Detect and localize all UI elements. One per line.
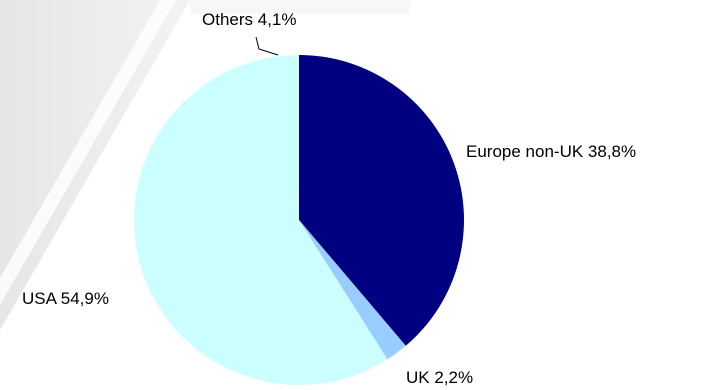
- pie-slices: [133, 55, 465, 386]
- slice-label-uk: UK 2,2%: [406, 368, 473, 387]
- leader-line-others: [255, 36, 279, 56]
- slice-label-others: Others 4,1%: [202, 10, 297, 29]
- background-top-fade: [190, 0, 410, 14]
- background-band: [0, 0, 190, 330]
- slice-labels: Europe non-UK 38,8% UK 2,2% USA 54,9% Other…: [22, 10, 636, 387]
- slice-label-europe-non-uk: Europe non-UK 38,8%: [466, 142, 636, 161]
- pie-slice-usa: [133, 60, 388, 386]
- pie-slice-europe-non-uk: [299, 55, 465, 346]
- pie-slice-uk: [299, 220, 406, 360]
- slice-label-usa: USA 54,9%: [22, 289, 109, 308]
- leader-lines: [255, 36, 279, 56]
- background-stripe: [0, 0, 176, 305]
- pie-slice-others: [256, 55, 299, 220]
